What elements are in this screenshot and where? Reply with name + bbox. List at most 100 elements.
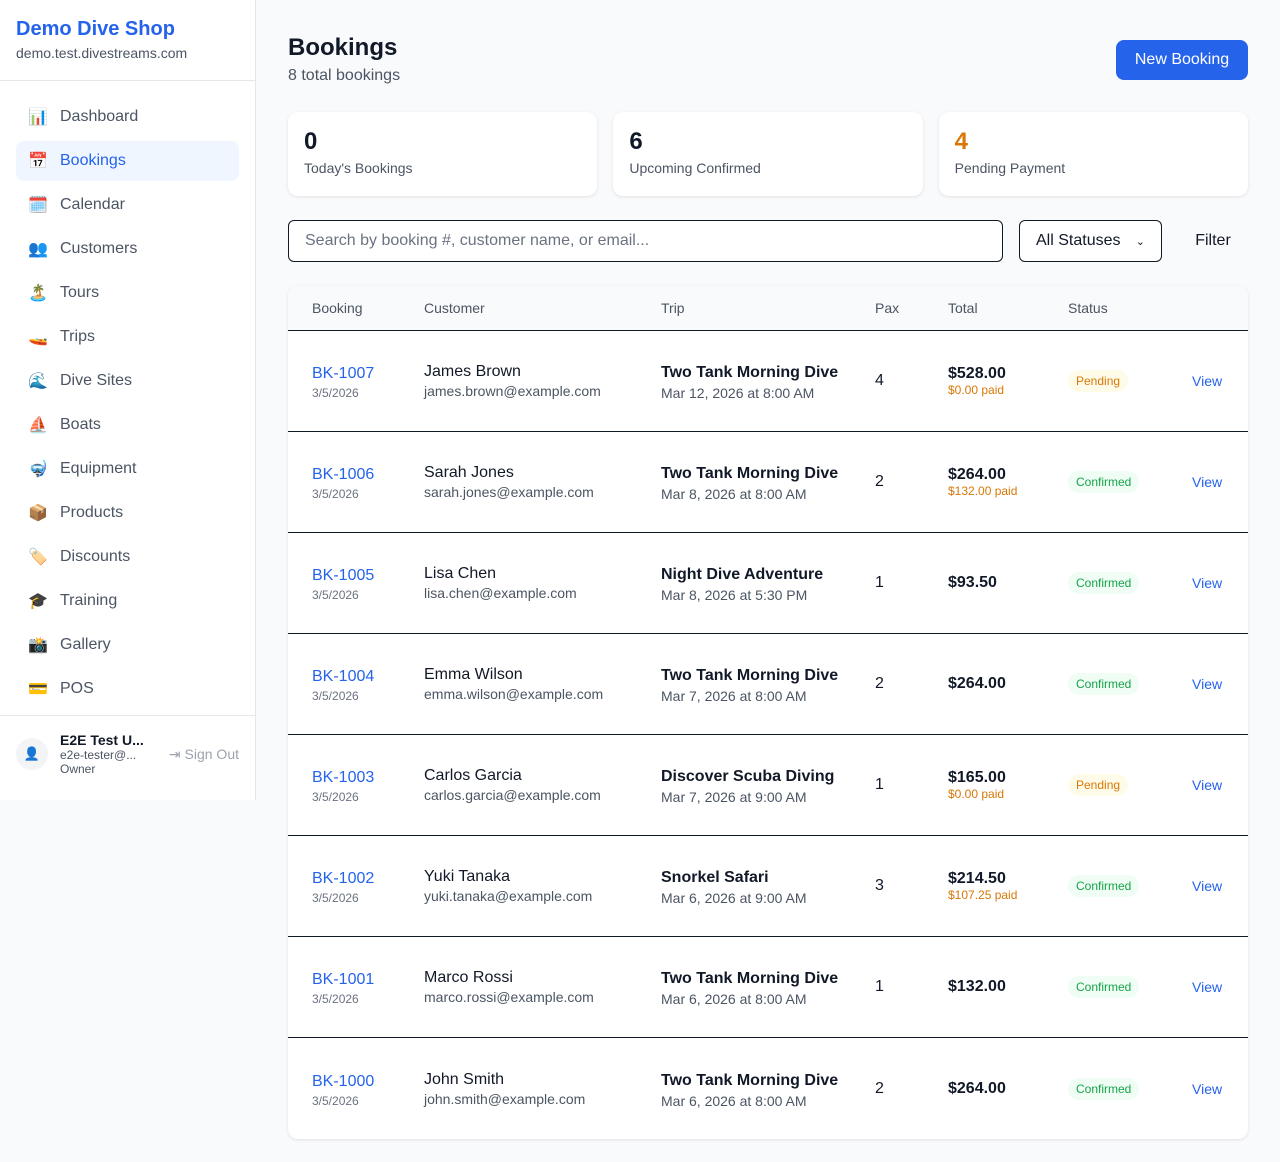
search-input[interactable] [288, 220, 1003, 262]
tours-icon: 🏝️ [28, 285, 48, 302]
total: $165.00 [948, 769, 1006, 786]
sign-out-button[interactable]: ⇥ Sign Out [169, 746, 239, 763]
calendar-icon: 🗓️ [28, 197, 48, 214]
total: $528.00 [948, 365, 1006, 382]
column-header: Status [1068, 300, 1108, 316]
booking-link[interactable]: BK-1001 [312, 971, 375, 988]
status-badge: Confirmed [1068, 976, 1140, 998]
trip-date: Mar 12, 2026 at 8:00 AM [661, 385, 815, 401]
booking-link[interactable]: BK-1005 [312, 567, 375, 584]
trips-icon: 🚤 [28, 329, 48, 346]
sidebar-item-discounts[interactable]: 🏷️ Discounts [16, 537, 239, 577]
trip-date: Mar 6, 2026 at 8:00 AM [661, 1092, 807, 1109]
brand: Demo Dive Shop demo.test.divestreams.com [0, 0, 255, 81]
trip-name: Two Tank Morning Dive [661, 667, 839, 684]
sidebar-item-label: POS [60, 680, 94, 697]
trip-name: Snorkel Safari [661, 869, 769, 886]
bookings-table: Booking Customer Trip Pax Total Status BK-100… [288, 286, 1248, 1139]
pax: 1 [875, 776, 884, 793]
stat-card: 6 Upcoming Confirmed [613, 112, 923, 196]
booking-link[interactable]: BK-1004 [312, 668, 375, 685]
trip-name: Two Tank Morning Dive [661, 364, 839, 381]
booking-date: 3/5/2026 [312, 790, 359, 804]
customer-email: lisa.chen@example.com [424, 585, 577, 601]
booking-date: 3/5/2026 [312, 588, 359, 602]
view-link[interactable]: View [1192, 777, 1223, 793]
column-header: Customer [424, 300, 485, 316]
sidebar-item-calendar[interactable]: 🗓️ Calendar [16, 185, 239, 225]
user-icon: 👤 [16, 738, 48, 770]
status-select[interactable]: All Statuses ⌄ [1019, 220, 1162, 262]
status-badge: Confirmed [1068, 572, 1140, 594]
column-header: Pax [875, 300, 900, 316]
boats-icon: ⛵ [28, 417, 48, 434]
sidebar-item-tours[interactable]: 🏝️ Tours [16, 273, 239, 313]
trip-date: Mar 6, 2026 at 9:00 AM [661, 890, 807, 906]
new-booking-button[interactable]: New Booking [1116, 40, 1248, 80]
booking-link[interactable]: BK-1006 [312, 466, 375, 483]
sidebar-item-equipment[interactable]: 🤿 Equipment [16, 449, 239, 489]
trip-date: Mar 6, 2026 at 8:00 AM [661, 991, 807, 1007]
shop-domain: demo.test.divestreams.com [16, 45, 188, 61]
pax: 4 [875, 372, 884, 389]
customer-email: yuki.tanaka@example.com [424, 888, 593, 904]
customer-name: Yuki Tanaka [424, 868, 510, 885]
sidebar-item-label: Bookings [60, 152, 126, 169]
trip-name: Two Tank Morning Dive [661, 465, 839, 482]
paid-amount: $0.00 paid [948, 787, 1005, 801]
filter-button[interactable]: Filter [1195, 232, 1231, 249]
column-header: Total [948, 300, 978, 316]
column-header: Trip [661, 300, 685, 316]
sidebar-item-products[interactable]: 📦 Products [16, 493, 239, 533]
sidebar-item-boats[interactable]: ⛵ Boats [16, 405, 239, 445]
trip-date: Mar 8, 2026 at 5:30 PM [661, 587, 808, 603]
view-link[interactable]: View [1192, 676, 1223, 692]
view-link[interactable]: View [1192, 878, 1223, 894]
booking-link[interactable]: BK-1000 [312, 1072, 375, 1090]
view-link[interactable]: View [1192, 474, 1223, 490]
booking-date: 3/5/2026 [312, 487, 359, 501]
table-row: BK-1004 3/5/2026 Emma Wilson emma.wilson@e… [288, 634, 1248, 735]
user-role: Owner [60, 762, 96, 776]
sidebar-item-label: Products [60, 504, 124, 521]
sidebar-item-label: Customers [60, 240, 138, 257]
stats-row: 0 Today's Bookings 6 Upcoming Confirmed 4 Pen… [288, 112, 1248, 196]
booking-date: 3/5/2026 [312, 689, 359, 703]
customer-email: emma.wilson@example.com [424, 686, 604, 702]
customer-name: John Smith [424, 1070, 505, 1088]
status-badge: Confirmed [1068, 471, 1140, 493]
booking-link[interactable]: BK-1002 [312, 870, 375, 887]
sidebar-item-trips[interactable]: 🚤 Trips [16, 317, 239, 357]
sidebar-item-label: Training [60, 592, 118, 609]
sidebar-item-dive-sites[interactable]: 🌊 Dive Sites [16, 361, 239, 401]
customer-name: Emma Wilson [424, 666, 523, 683]
customer-email: john.smith@example.com [424, 1090, 586, 1107]
pax: 1 [875, 574, 884, 591]
dive-sites-icon: 🌊 [28, 373, 48, 390]
pax: 3 [875, 877, 884, 894]
user-email: e2e-tester@... [60, 748, 137, 762]
view-link[interactable]: View [1192, 1080, 1223, 1097]
sidebar-item-label: Equipment [60, 460, 137, 477]
trip-name: Two Tank Morning Dive [661, 1071, 839, 1089]
customer-name: Carlos Garcia [424, 767, 522, 784]
trip-date: Mar 7, 2026 at 9:00 AM [661, 789, 807, 805]
sidebar-item-customers[interactable]: 👥 Customers [16, 229, 239, 269]
paid-amount: $107.25 paid [948, 888, 1018, 902]
sidebar-item-bookings[interactable]: 📅 Bookings [16, 141, 239, 181]
view-link[interactable]: View [1192, 979, 1223, 995]
sidebar-item-gallery[interactable]: 📸 Gallery [16, 625, 239, 665]
view-link[interactable]: View [1192, 575, 1223, 591]
sidebar-item-training[interactable]: 🎓 Training [16, 581, 239, 621]
status-badge: Pending [1068, 774, 1129, 796]
view-link[interactable]: View [1192, 373, 1223, 389]
booking-link[interactable]: BK-1007 [312, 365, 375, 382]
shop-name[interactable]: Demo Dive Shop [16, 18, 175, 40]
sidebar-item-pos[interactable]: 💳 POS [16, 669, 239, 709]
booking-link[interactable]: BK-1003 [312, 769, 375, 786]
stat-label: Pending Payment [954, 160, 1066, 176]
sidebar-item-dashboard[interactable]: 📊 Dashboard [16, 97, 239, 137]
booking-date: 3/5/2026 [312, 992, 359, 1006]
customer-email: sarah.jones@example.com [424, 484, 594, 500]
status-badge: Confirmed [1068, 1077, 1140, 1100]
